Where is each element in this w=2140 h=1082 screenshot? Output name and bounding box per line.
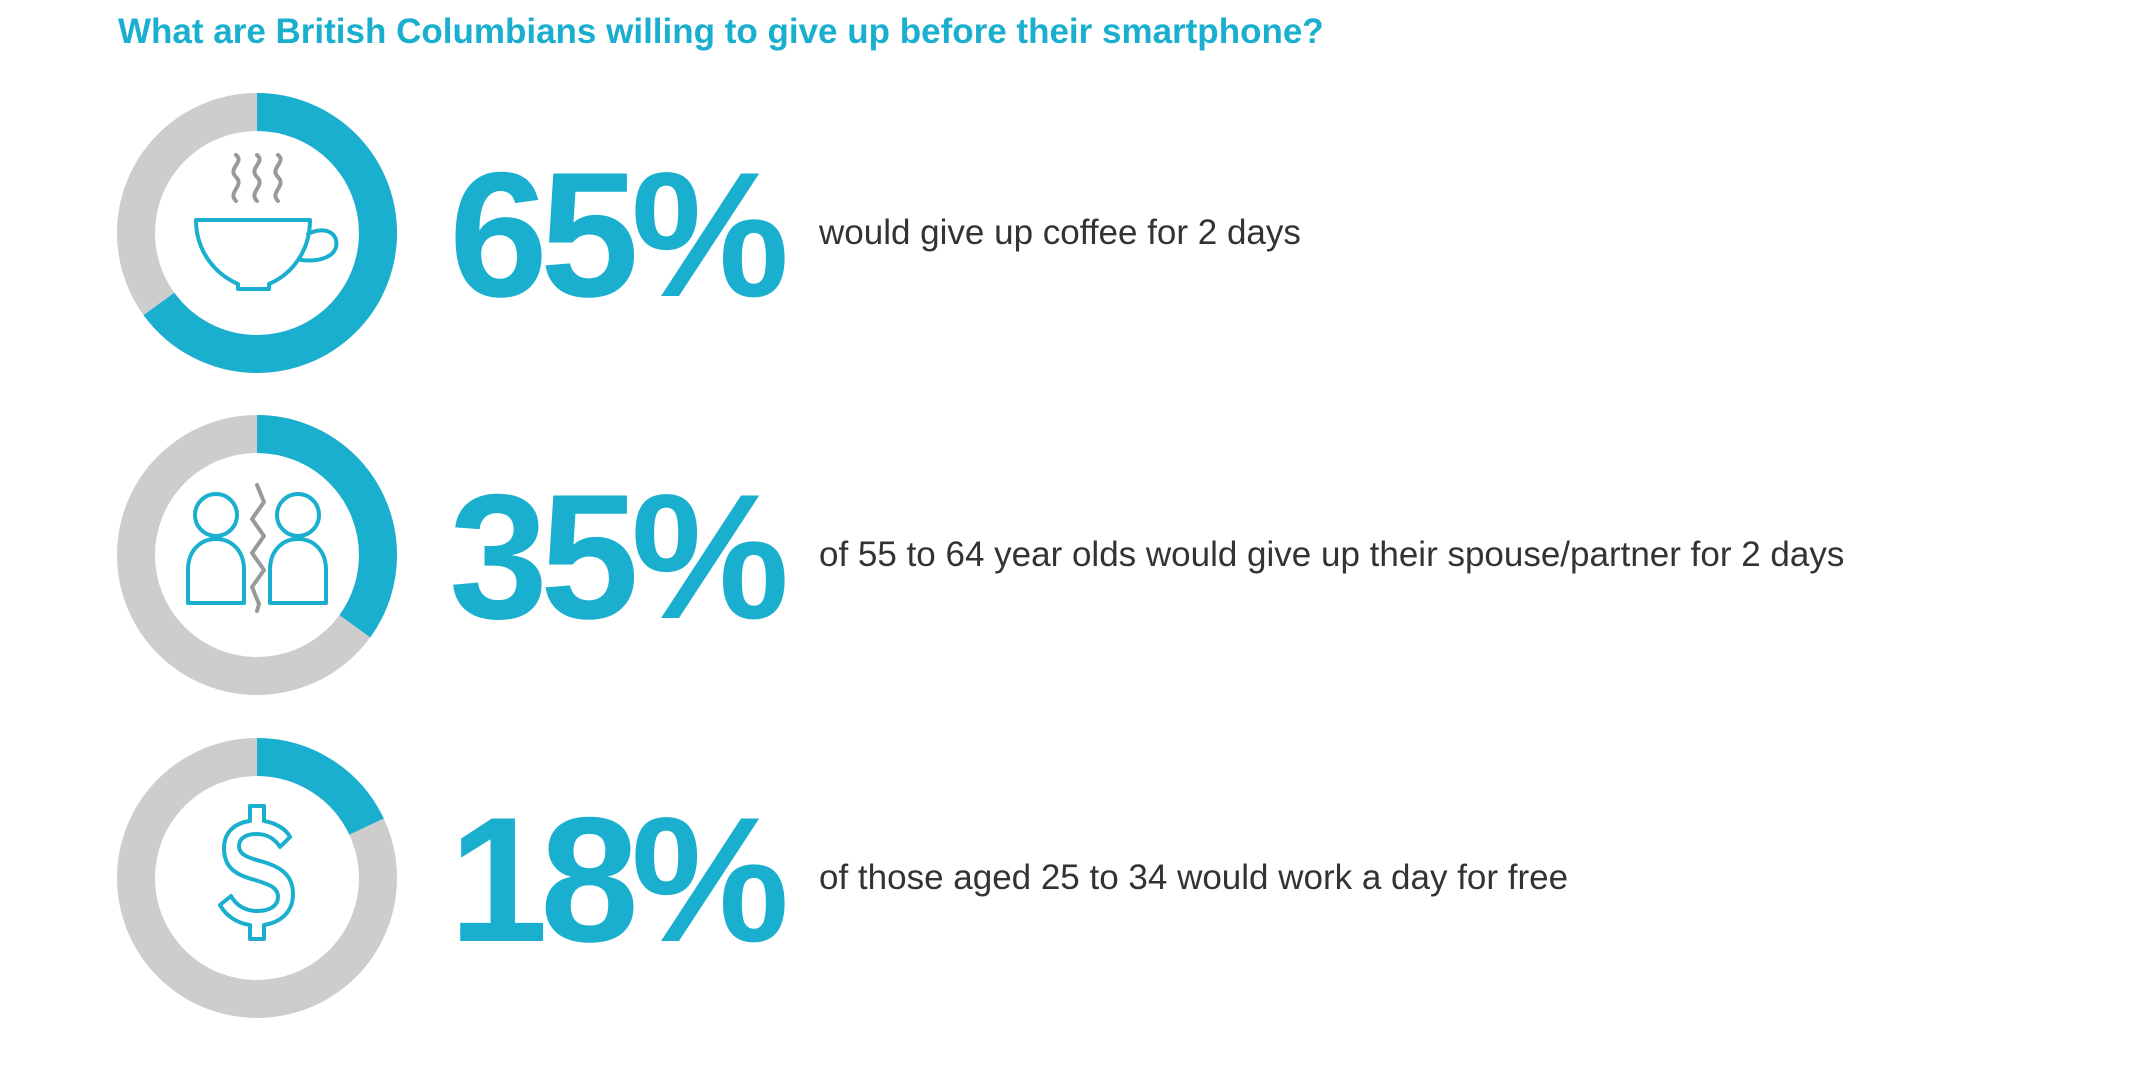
donut-arc-coffee <box>117 93 397 373</box>
donut-chart-spouse <box>112 410 402 700</box>
couple-split-icon <box>186 483 328 613</box>
stat-caption: of 55 to 64 year olds would give up thei… <box>819 535 1845 574</box>
stat-row-coffee: 65% would give up coffee for 2 days <box>112 88 2012 378</box>
donut-arc-work <box>117 738 397 1018</box>
chart-title: What are British Columbians willing to g… <box>118 12 1324 51</box>
stat-caption: would give up coffee for 2 days <box>819 213 1301 252</box>
stat-row-spouse: 35% of 55 to 64 year olds would give up … <box>112 410 2012 700</box>
donut-chart-work <box>112 733 402 1023</box>
stat-row-work: 18% of those aged 25 to 34 would work a … <box>112 733 2012 1023</box>
percent-value: 35% <box>449 457 789 656</box>
percent-value: 65% <box>449 135 789 334</box>
stat-caption: of those aged 25 to 34 would work a day … <box>819 858 1569 897</box>
coffee-cup-icon <box>194 153 339 291</box>
percent-value: 18% <box>449 780 789 979</box>
donut-arc-spouse <box>117 415 397 695</box>
dollar-sign-icon <box>218 804 295 941</box>
donut-chart-coffee <box>112 88 402 378</box>
